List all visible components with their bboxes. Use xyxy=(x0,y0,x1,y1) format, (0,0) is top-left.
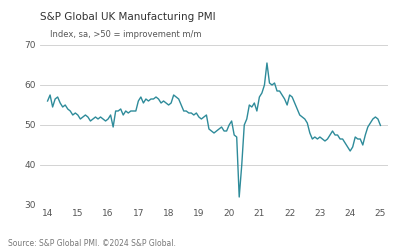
Text: S&P Global UK Manufacturing PMI: S&P Global UK Manufacturing PMI xyxy=(40,12,216,22)
Text: Source: S&P Global PMI. ©2024 S&P Global.: Source: S&P Global PMI. ©2024 S&P Global… xyxy=(8,238,176,248)
Text: Index, sa, >50 = improvement m/m: Index, sa, >50 = improvement m/m xyxy=(50,30,202,39)
